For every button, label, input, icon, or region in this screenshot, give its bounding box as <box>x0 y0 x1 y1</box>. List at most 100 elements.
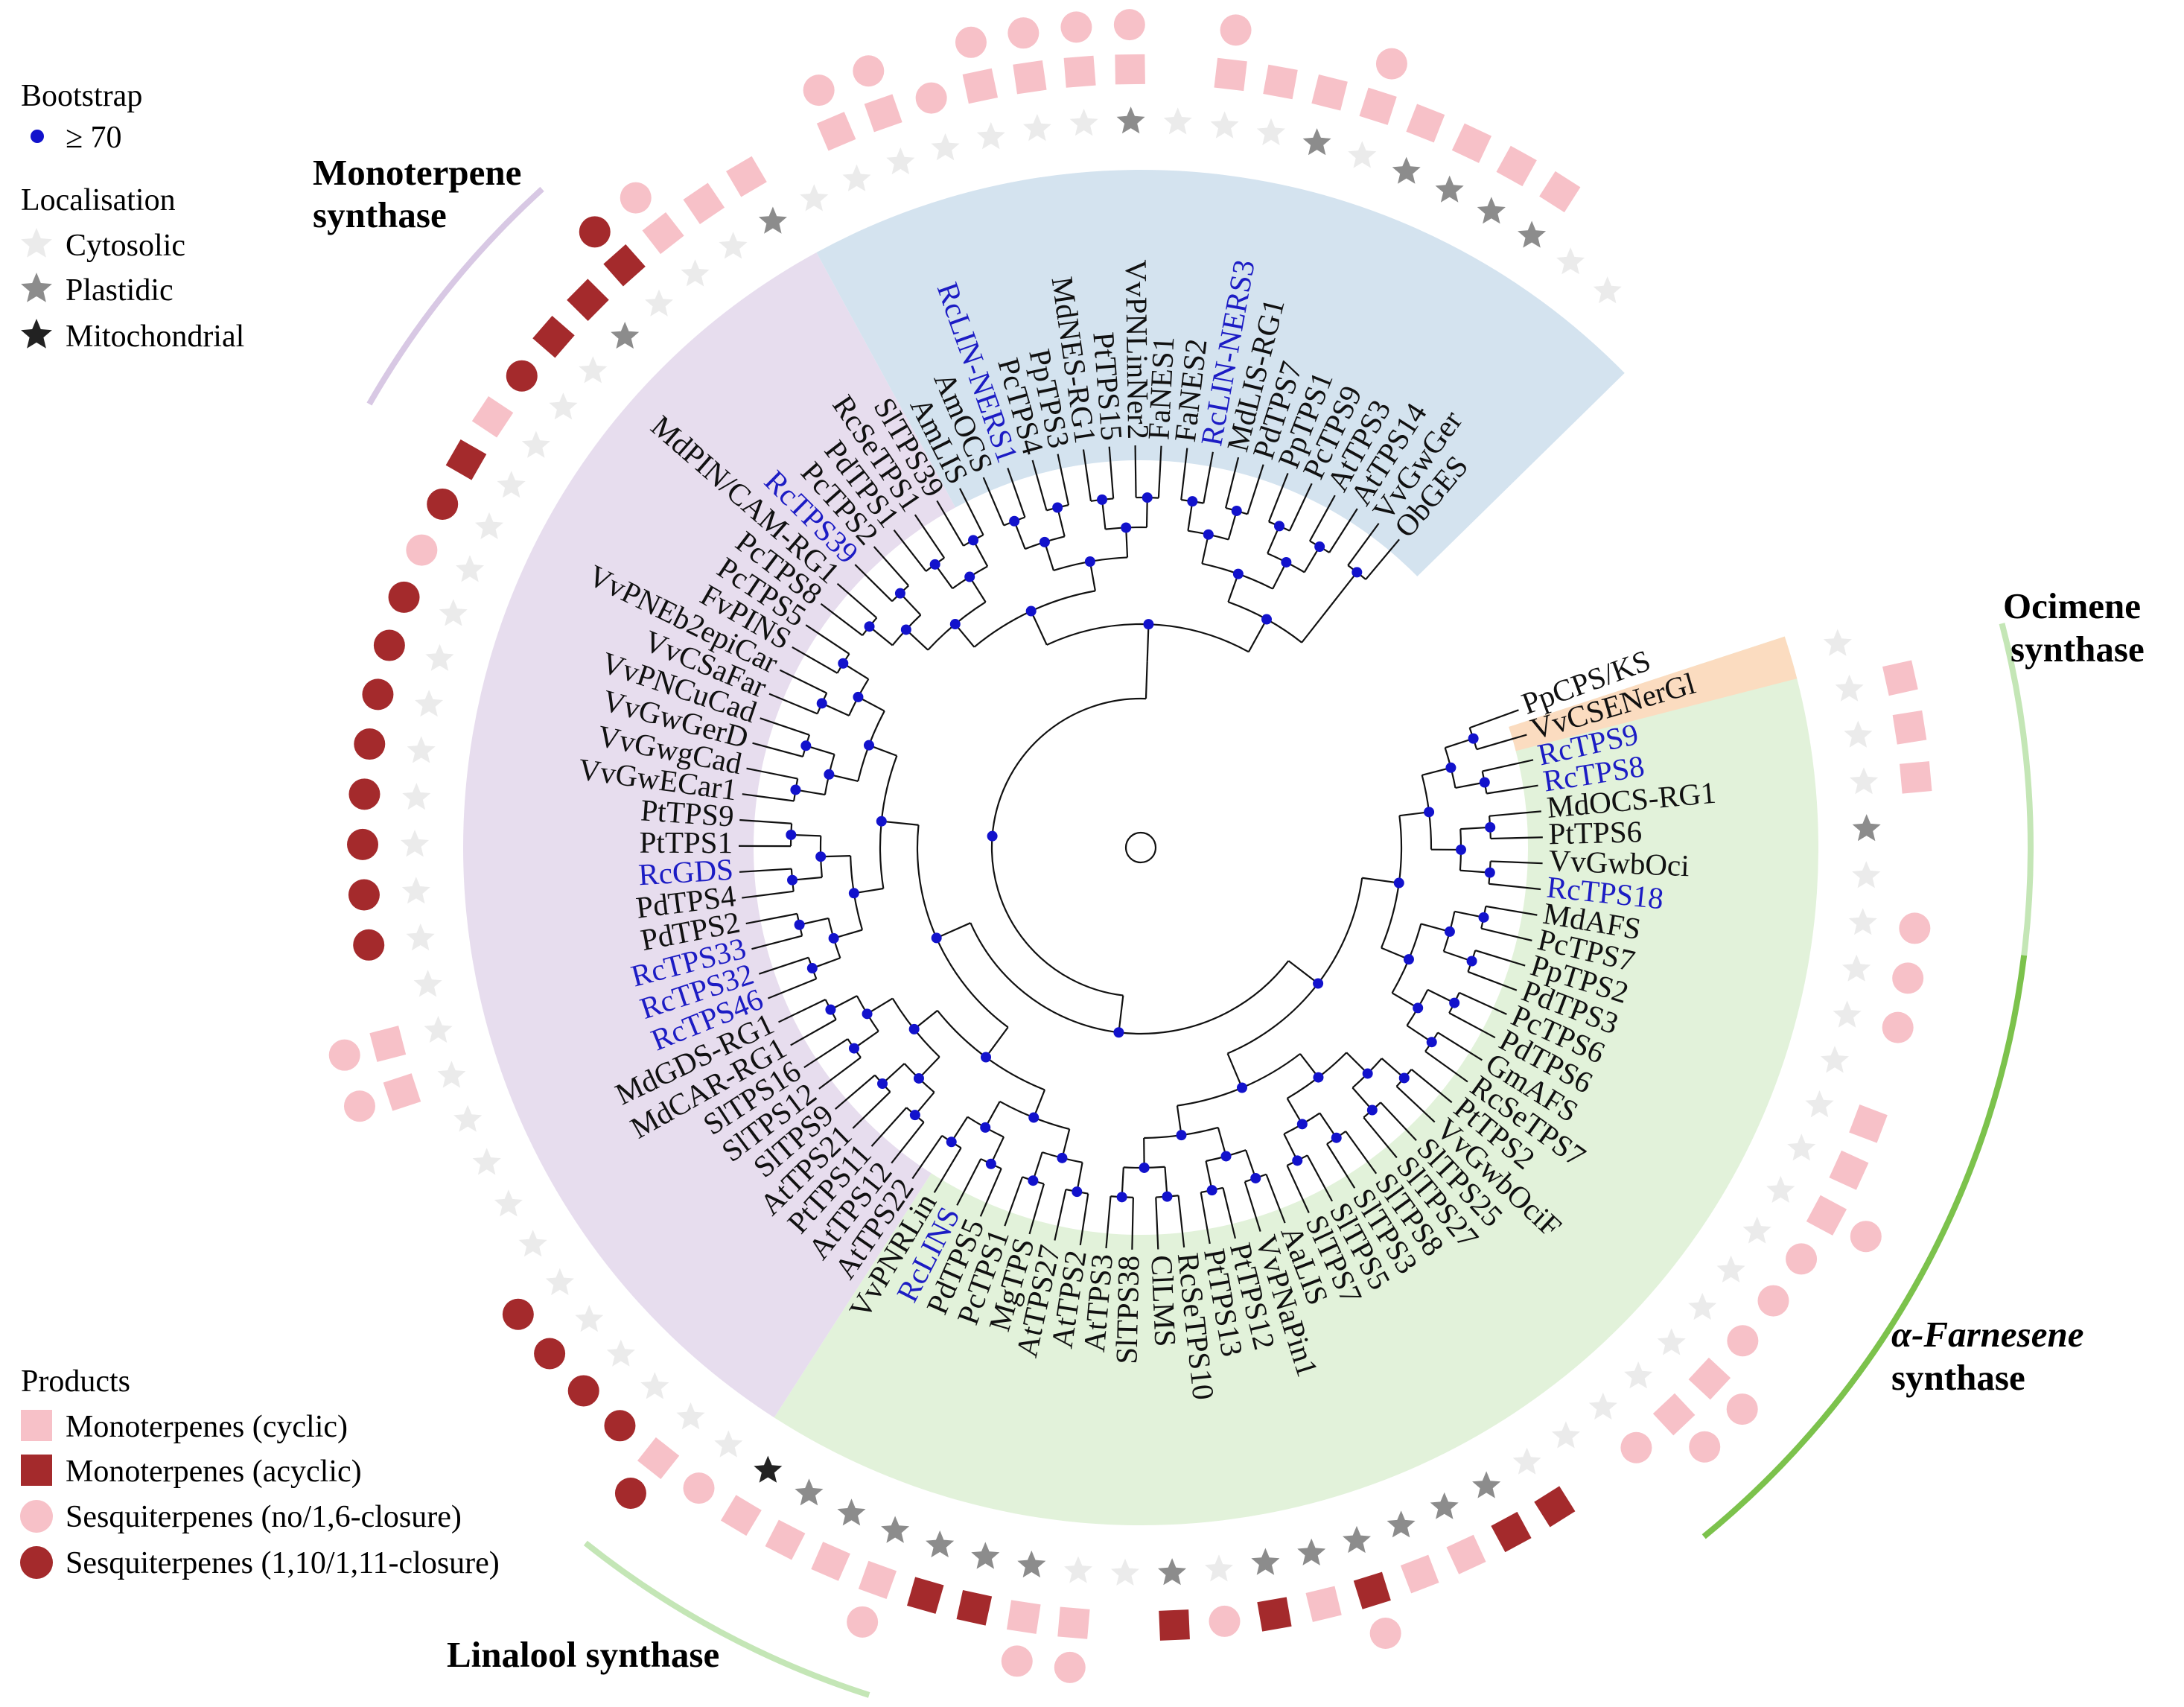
bootstrap-node <box>1025 605 1037 617</box>
product-mono-cyclic <box>1900 761 1932 794</box>
bootstrap-node <box>1187 496 1198 507</box>
product-rings <box>328 9 1932 1683</box>
localisation-star-icon <box>795 1478 824 1506</box>
product-sesq16 <box>1726 1393 1758 1425</box>
product-sesq16 <box>1369 1617 1401 1649</box>
product-mono-cyclic <box>811 1542 850 1581</box>
bootstrap-node <box>853 691 864 702</box>
branch <box>1286 1165 1310 1213</box>
product-mono-cyclic <box>1882 660 1918 696</box>
branch <box>1265 1174 1286 1224</box>
tip-labels: PpCPS/KSVvCSENerGlRcTPS9RcTPS8MdOCS-RG1P… <box>576 257 1717 1402</box>
tip-label: PtTPS15 <box>1086 331 1129 442</box>
bootstrap-node <box>1313 978 1324 989</box>
bootstrap-node <box>876 816 887 827</box>
branch <box>881 820 919 826</box>
bootstrap-node <box>908 1023 920 1034</box>
product-mono-cyclic <box>726 156 767 197</box>
branch <box>911 1135 943 1180</box>
tip-label: VvGwbOci <box>1548 843 1690 883</box>
product-mono-cyclic <box>858 1560 897 1599</box>
localisation-star-icon <box>1392 156 1421 184</box>
bootstrap-node <box>863 740 874 751</box>
bootstrap-node <box>1366 1104 1378 1116</box>
bootstrap-node <box>1028 1175 1039 1186</box>
bootstrap-node <box>1393 877 1404 889</box>
product-sesq110 <box>567 1375 599 1407</box>
branch <box>805 624 850 655</box>
localisation-star-icon <box>606 1339 635 1367</box>
bootstrap-node <box>815 851 827 862</box>
bootstrap-node <box>1206 1185 1217 1196</box>
product-mono-acyclic <box>1159 1609 1190 1641</box>
branch <box>1226 1052 1244 1088</box>
bootstrap-node <box>1455 844 1466 855</box>
bootstrap-node <box>909 1110 920 1121</box>
product-sesq16 <box>1220 14 1252 46</box>
legend-products-title: Products <box>21 1364 130 1399</box>
product-sesq110 <box>388 581 420 613</box>
product-sesq110 <box>614 1478 646 1510</box>
bootstrap-node <box>864 621 875 632</box>
product-sesq16 <box>1054 1651 1086 1683</box>
legend-mono-acyclic-swatch <box>21 1455 52 1486</box>
bootstrap-node <box>1478 912 1489 923</box>
bootstrap-node <box>790 784 801 795</box>
product-mono-acyclic <box>1491 1511 1532 1553</box>
bootstrap-node <box>1220 1151 1232 1162</box>
branch <box>936 922 971 939</box>
branch <box>820 603 863 637</box>
branch <box>1267 473 1289 522</box>
product-mono-cyclic <box>1305 1586 1342 1622</box>
product-mono-cyclic <box>383 1073 421 1111</box>
localisation-star-icon <box>1844 720 1873 748</box>
bootstrap-node <box>929 559 940 570</box>
farnesene-title-line1: α-Farnesene <box>1891 1314 2084 1355</box>
branch <box>752 742 803 757</box>
bootstrap-node <box>1113 1027 1124 1038</box>
localisation-star-icon <box>714 1430 743 1458</box>
branch <box>1328 508 1358 553</box>
bootstrap-node <box>1009 515 1020 527</box>
product-sesq16 <box>1882 1011 1914 1043</box>
clade-titles: Monoterpene synthase Ocimene synthase α-… <box>313 152 2145 1675</box>
bootstrap-node <box>1292 1155 1303 1166</box>
ocimene-title-line1: Ocimene <box>2003 585 2141 626</box>
product-sesq16 <box>1375 48 1407 80</box>
product-sesq16 <box>915 82 947 114</box>
branch <box>1468 970 1518 991</box>
localisation-star-icon <box>1518 220 1547 248</box>
bootstrap-node <box>1313 1072 1324 1083</box>
product-mono-cyclic <box>1063 55 1096 88</box>
bootstrap-node <box>848 1043 859 1054</box>
arc-ocimene <box>1999 623 2034 956</box>
product-sesq16 <box>406 534 438 566</box>
localisation-star-icon <box>1022 114 1051 142</box>
branch <box>835 1074 876 1110</box>
bootstrap-node <box>1162 1191 1173 1202</box>
product-mono-cyclic <box>1013 60 1047 95</box>
branch <box>1482 759 1534 772</box>
branch <box>1247 464 1264 515</box>
product-mono-cyclic <box>1688 1357 1731 1400</box>
bootstrap-node <box>824 769 835 780</box>
localisation-star-icon <box>1624 1361 1653 1389</box>
localisation-star-icon <box>1387 1510 1416 1538</box>
product-sesq16 <box>853 55 885 87</box>
branch <box>1118 995 1124 1033</box>
legend-plastidic: Plastidic <box>66 273 173 308</box>
product-mono-acyclic <box>907 1577 944 1614</box>
bootstrap-node <box>1231 505 1242 516</box>
bootstrap-node <box>806 963 818 974</box>
localisation-star-icon <box>407 736 436 763</box>
product-mono-cyclic <box>1214 57 1247 92</box>
bootstrap-node <box>1039 536 1050 547</box>
bootstrap-node <box>1445 762 1456 773</box>
bootstrap-node <box>877 1078 888 1090</box>
localisation-star-icon <box>1821 1046 1849 1073</box>
legend-bootstrap-item: ≥ 70 <box>66 121 122 155</box>
product-mono-cyclic <box>1451 123 1492 163</box>
product-sesq16 <box>1001 1645 1033 1677</box>
product-sesq110 <box>579 216 611 248</box>
product-mono-cyclic <box>864 94 902 133</box>
